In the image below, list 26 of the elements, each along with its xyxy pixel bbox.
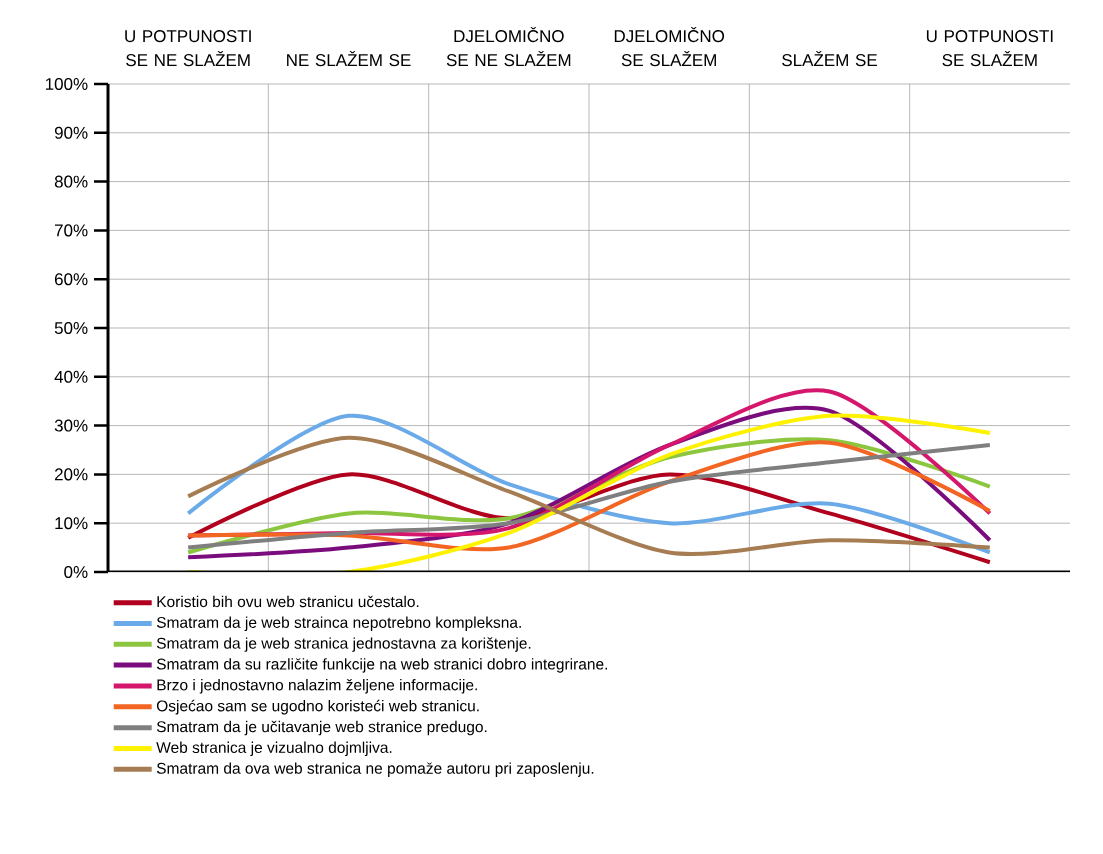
y-tick-label: 30% [54, 419, 88, 432]
y-tick-label: 50% [54, 321, 88, 335]
x-tick-label: NE SLAŽEM SE [287, 51, 411, 67]
x-tick-label: U POTPUNOSTI SE NE SLAŽEM [125, 30, 251, 67]
y-tick-label: 10% [55, 517, 88, 530]
x-tick-label: U POTPUNOSTI SE SLAŽEM [926, 30, 1053, 67]
legend-label: Smatram da ova web stranica ne pomaže autoru pri zaposlenju. [156, 762, 594, 777]
y-tick-label: 20% [54, 468, 88, 481]
x-tick-label: SLAŽEM SE [782, 51, 877, 67]
legend-label: Smatram da je web stranica jednostavna za korištenje. [156, 637, 531, 652]
legend-label: Brzo i jednostavno nalazim željene informacije. [157, 679, 477, 694]
y-tick-label: 90% [54, 126, 88, 139]
legend-label: Web stranica je vizualno dojmljiva. [156, 741, 392, 757]
legend-label: Smatram da je učitavanje web stranice predugo. [156, 720, 487, 736]
legend-label: Smatram da su različite funkcije na web stranici dobro integrirane. [156, 658, 607, 673]
x-tick-label: DJELOMIČNO SE SLAŽEM [614, 27, 725, 67]
y-tick-label: 0% [64, 565, 88, 579]
x-tick-label: DJELOMIČNO SE NE SLAŽEM [446, 27, 571, 67]
y-tick-label: 60% [54, 273, 88, 286]
y-tick-label: 100% [45, 77, 88, 91]
y-tick-label: 70% [54, 224, 88, 237]
legend-label: Koristio bih ovu web stranicu učestalo. [157, 595, 419, 608]
y-tick-label: 80% [54, 175, 88, 188]
legend-label: Smatram da je web strainca nepotrebno kompleksna. [156, 616, 521, 631]
y-tick-label: 40% [54, 370, 88, 383]
legend-label: Osjećao sam se ugodno koristeći web stranicu. [156, 699, 479, 715]
